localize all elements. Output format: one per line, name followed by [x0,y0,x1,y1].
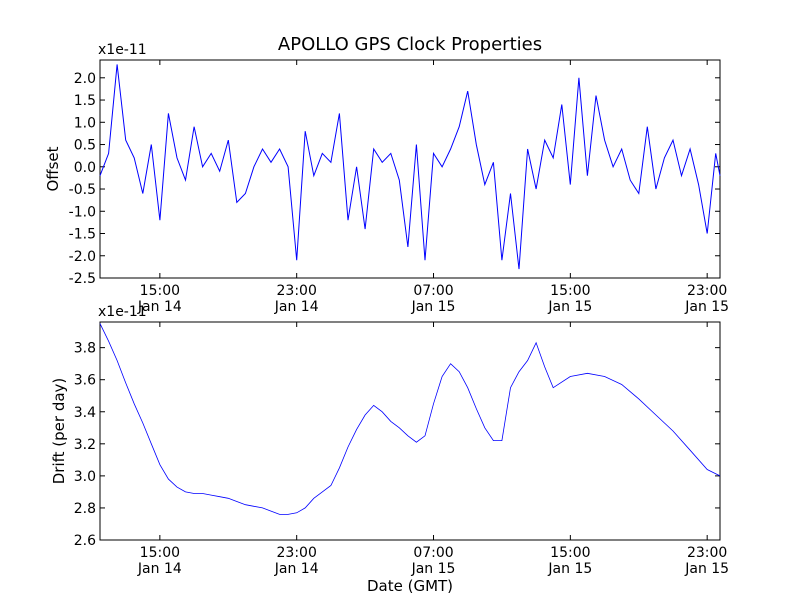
chart-title: APOLLO GPS Clock Properties [278,34,542,55]
offset-y-tick-label: -0.5 [69,182,96,198]
offset-y-tick-label: 0.5 [74,138,96,154]
offset-y-tick-label: -2.5 [69,271,96,287]
offset-panel: x1e-11 Offset -2.5 -2.0 -1.5 -1.0 -0.5 0.0 0.5… [44,42,729,315]
offset-x-tick-label-time: 07:00 [413,283,453,299]
drift-x-tick-label-date: Jan 15 [547,561,592,577]
offset-x-tick-label-date: Jan 14 [274,299,319,315]
drift-x-tick-label-time: 15:00 [140,545,180,561]
offset-x-tick-label-date: Jan 14 [137,299,182,315]
drift-y-tick-label: 3.4 [74,405,96,421]
drift-y-tick-label: 3.6 [74,373,96,389]
drift-x-tick-label-date: Jan 15 [411,561,456,577]
drift-x-tick-label-time: 15:00 [550,545,590,561]
offset-series-line [99,64,721,270]
drift-y-tick-label: 2.8 [74,501,96,517]
offset-x-tick-label-date: Jan 15 [547,299,592,315]
offset-x-tick-label-time: 23:00 [277,283,317,299]
drift-x-tick-label-time: 23:00 [277,545,317,561]
offset-x-tick-label-time: 15:00 [550,283,590,299]
drift-series-line [99,323,721,515]
drift-y-tick-label: 2.6 [74,533,96,549]
drift-multiplier-label: x1e-11 [98,304,147,320]
drift-x-tick-label-date: Jan 15 [684,561,729,577]
offset-y-tick-label: 1.5 [74,93,96,109]
offset-y-tick-label: -2.0 [69,249,96,265]
drift-y-ticks: 2.6 2.8 3.0 3.2 3.4 3.6 3.8 [74,341,720,549]
offset-y-tick-label: 1.0 [74,115,96,131]
offset-y-axis-label: Offset [44,146,62,191]
offset-x-tick-label-time: 23:00 [687,283,727,299]
offset-y-ticks: -2.5 -2.0 -1.5 -1.0 -0.5 0.0 0.5 1.0 1.5 2.0 [69,71,720,287]
drift-axes-frame [99,321,721,541]
drift-x-tick-label-time: 07:00 [413,545,453,561]
offset-y-tick-label: 0.0 [74,160,96,176]
drift-x-tick-label-date: Jan 14 [274,561,319,577]
drift-y-tick-label: 3.2 [74,437,96,453]
drift-y-tick-label: 3.0 [74,469,96,485]
offset-y-tick-label: -1.0 [69,204,96,220]
offset-axes-frame [99,59,721,279]
x-axis-label: Date (GMT) [367,577,453,595]
drift-y-tick-label: 3.8 [74,341,96,357]
offset-x-tick-label-date: Jan 15 [411,299,456,315]
drift-x-tick-label-date: Jan 14 [137,561,182,577]
drift-y-axis-label: Drift (per day) [50,378,68,485]
drift-x-tick-label-time: 23:00 [687,545,727,561]
drift-panel: x1e-11 Drift (per day) 2.6 2.8 3.0 3.2 3.4 3.… [50,304,729,577]
offset-x-tick-label-date: Jan 15 [684,299,729,315]
offset-multiplier-label: x1e-11 [98,42,147,58]
offset-y-tick-label: 2.0 [74,71,96,87]
offset-x-tick-label-time: 15:00 [140,283,180,299]
offset-y-tick-label: -1.5 [69,227,96,243]
